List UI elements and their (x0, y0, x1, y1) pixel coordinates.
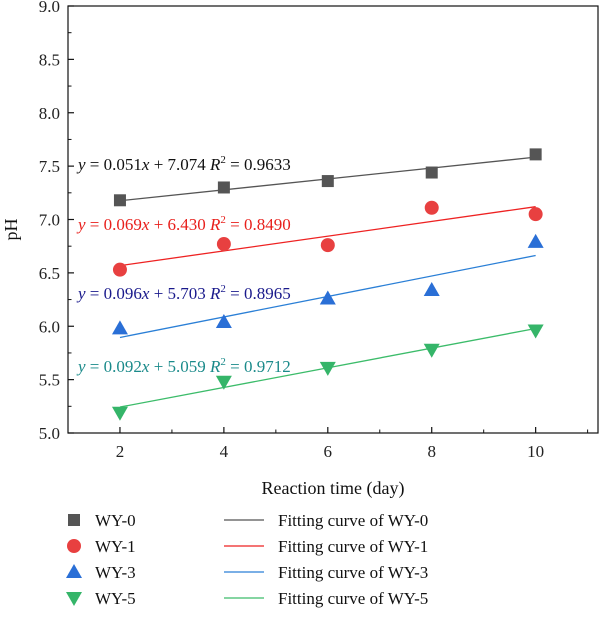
x-tick-label: 6 (324, 442, 333, 461)
x-axis-ticks: 2 4 6 8 10 (67, 427, 589, 461)
legend-marker-wy-5 (66, 592, 82, 606)
data-point-wy-0 (217, 181, 230, 194)
x-tick-label: 10 (527, 442, 544, 461)
data-point-wy-5 (111, 406, 128, 421)
fit-equation-wy-5: y = 0.092x + 5.059 R2 = 0.9712 (76, 356, 291, 376)
y-tick-label: 8.5 (39, 50, 60, 69)
y-tick-label: 9.0 (39, 0, 60, 16)
data-point-wy-5 (215, 375, 232, 390)
fit-equations: y = 0.051x + 7.074 R2 = 0.9633 y = 0.069x… (76, 154, 291, 376)
legend: WY-0 Fitting curve of WY-0 WY-1 Fitting cur… (66, 511, 428, 608)
y-tick-label: 6.0 (39, 317, 60, 336)
legend-fit-label-wy-1: Fitting curve of WY-1 (278, 537, 428, 556)
data-point-wy-0 (113, 194, 126, 207)
legend-fit-label-wy-5: Fitting curve of WY-5 (278, 589, 428, 608)
legend-fit-label-wy-0: Fitting curve of WY-0 (278, 511, 428, 530)
y-axis-ticks: 5.0 5.5 6.0 6.5 7.0 7.5 8.0 8.5 9.0 (39, 0, 74, 443)
legend-label-wy-5: WY-5 (95, 589, 136, 608)
legend-label-wy-1: WY-1 (95, 537, 136, 556)
data-point-wy-3 (319, 290, 336, 305)
data-point-wy-3 (527, 233, 544, 248)
y-tick-label: 5.5 (39, 371, 60, 390)
x-tick-label: 8 (427, 442, 436, 461)
data-point-wy-3 (215, 313, 232, 328)
data-point-wy-1 (216, 237, 231, 252)
data-point-wy-1 (112, 262, 127, 277)
y-axis-title: pH (1, 219, 21, 241)
data-point-wy-1 (528, 207, 543, 222)
legend-label-wy-0: WY-0 (95, 511, 136, 530)
y-tick-label: 5.0 (39, 424, 60, 443)
fit-equation-wy-1: y = 0.069x + 6.430 R2 = 0.8490 (76, 214, 291, 234)
x-tick-label: 4 (220, 442, 229, 461)
x-tick-label: 2 (116, 442, 125, 461)
data-point-wy-1 (320, 238, 335, 253)
legend-marker-wy-1 (67, 539, 81, 553)
y-tick-label: 8.0 (39, 104, 60, 123)
data-point-wy-3 (111, 320, 128, 335)
data-point-wy-5 (423, 343, 440, 358)
legend-marker-wy-3 (66, 564, 82, 578)
legend-marker-wy-0 (68, 514, 80, 526)
fit-equation-wy-0: y = 0.051x + 7.074 R2 = 0.9633 (76, 154, 291, 174)
x-axis-title: Reaction time (day) (262, 478, 405, 499)
data-point-wy-5 (527, 324, 544, 339)
data-point-wy-0 (529, 148, 542, 161)
fit-line-wy-1 (119, 206, 536, 267)
data-point-wy-5 (319, 361, 336, 376)
legend-label-wy-3: WY-3 (95, 563, 136, 582)
data-point-wy-3 (423, 281, 440, 296)
y-tick-label: 7.5 (39, 157, 60, 176)
y-tick-label: 7.0 (39, 211, 60, 230)
fit-equation-wy-3: y = 0.096x + 5.703 R2 = 0.8965 (76, 283, 291, 303)
legend-fit-label-wy-3: Fitting curve of WY-3 (278, 563, 428, 582)
data-point-wy-0 (425, 166, 438, 179)
data-markers (111, 148, 544, 421)
y-tick-label: 6.5 (39, 264, 60, 283)
data-point-wy-0 (321, 175, 334, 188)
data-point-wy-1 (424, 200, 439, 215)
